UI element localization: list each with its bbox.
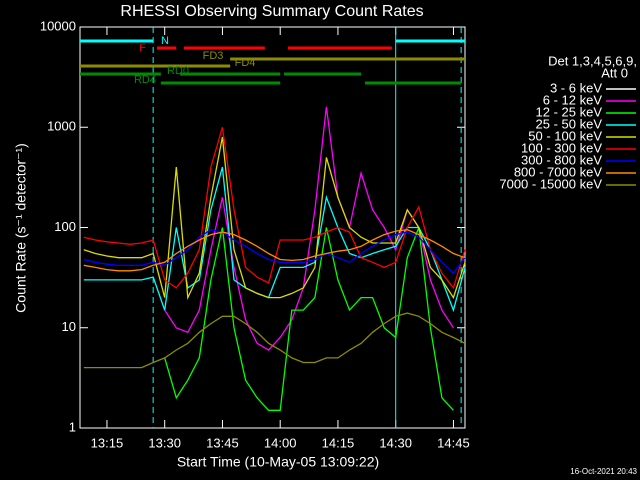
chart-title: RHESSI Observing Summary Count Rates <box>120 3 423 20</box>
legend-label: 100 - 300 keV <box>521 140 602 155</box>
legend-label: 12 - 25 keV <box>536 104 603 119</box>
x-axis-label: Start Time (10-May-05 13:09:22) <box>177 454 379 470</box>
x-tick-label: 14:15 <box>322 435 355 450</box>
series-line <box>83 127 466 290</box>
y-tick-label: 10 <box>62 319 76 334</box>
series-line <box>83 229 466 275</box>
y-tick-label: 100 <box>54 219 76 234</box>
x-tick-label: 14:30 <box>379 435 412 450</box>
y-axis-label: Count Rate (s⁻¹ detector⁻¹) <box>13 143 29 313</box>
flag-label: FD4 <box>235 57 256 69</box>
x-tick-label: 14:00 <box>264 435 297 450</box>
series-line <box>164 227 454 411</box>
series-line <box>164 140 455 412</box>
x-tick-label: 13:30 <box>148 435 181 450</box>
x-tick-label: 14:45 <box>437 435 470 450</box>
flag-label: RD0 <box>167 65 189 77</box>
series-line <box>83 136 466 301</box>
flag-label: RD4 <box>134 74 156 86</box>
flag-label: N <box>161 35 169 47</box>
x-tick-label: 13:45 <box>206 435 239 450</box>
legend-label: 50 - 100 keV <box>528 128 602 143</box>
y-tick-label: 1000 <box>47 119 76 134</box>
series-line <box>83 312 466 369</box>
legend-label: 300 - 800 keV <box>521 152 602 167</box>
legend-label: 6 - 12 keV <box>543 92 603 107</box>
legend-label: 7000 - 15000 keV <box>499 176 602 191</box>
legend-label: 3 - 6 keV <box>550 80 602 95</box>
flag-label: F <box>139 42 146 54</box>
x-tick-label: 13:15 <box>91 435 124 450</box>
legend-label: 800 - 7000 keV <box>514 164 603 179</box>
y-tick-label: 1 <box>69 419 76 434</box>
footer: 16-Oct-2021 20:43 <box>570 467 637 476</box>
legend-title: Det 1,3,4,5,6,9, <box>548 53 637 68</box>
series-line <box>83 166 466 313</box>
y-tick-label: 10000 <box>40 18 76 33</box>
flag-label: FD3 <box>203 50 224 62</box>
legend-title: Att 0 <box>601 65 628 80</box>
legend-label: 25 - 50 keV <box>536 116 603 131</box>
series-line <box>83 229 466 272</box>
